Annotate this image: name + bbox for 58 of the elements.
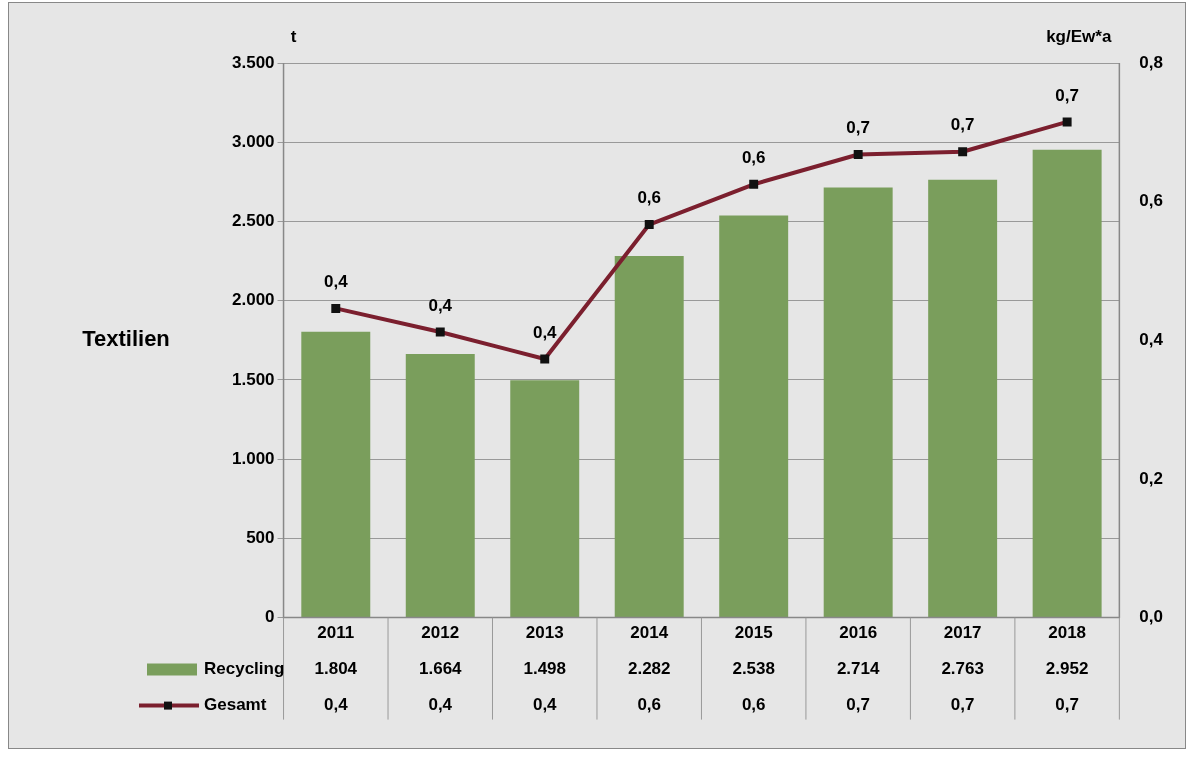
- x-tick-label: 2011: [317, 623, 355, 643]
- y-tick-label: 2.000: [231, 290, 275, 310]
- x-tick-label: 2016: [839, 623, 878, 643]
- bar: [719, 215, 789, 618]
- text: 0,4: [428, 295, 453, 315]
- text: 0,4: [532, 322, 557, 342]
- y-tick-label: 1.500: [231, 369, 275, 389]
- x-tick-label: 2015: [734, 623, 773, 643]
- y-tick-label: 3.500: [231, 52, 275, 72]
- text: 0,6: [637, 188, 662, 208]
- y2-tick-label: 0,2: [1139, 468, 1164, 488]
- data-label: 2.282: [627, 659, 671, 679]
- data-label: 2.763: [941, 659, 984, 679]
- x-tick-label: 2014: [630, 623, 669, 643]
- y2-axis-title: kg/Ew*a: [1046, 26, 1112, 46]
- y2-tick-label: 0,4: [1139, 329, 1164, 349]
- bar: [614, 256, 684, 618]
- bar: [405, 353, 475, 618]
- bar: [510, 380, 580, 618]
- data-label: 0,6: [637, 695, 662, 715]
- y-tick-label: 2.500: [231, 211, 275, 231]
- y2-tick-label: 0,6: [1139, 191, 1164, 211]
- data-label: 2.952: [1045, 659, 1089, 679]
- text: 0,4: [323, 272, 348, 292]
- x-tick-label: 2018: [1048, 623, 1087, 643]
- data-label: 0,4: [532, 695, 558, 715]
- data-label: 1.804: [314, 659, 358, 679]
- y2-tick-label: 0,0: [1139, 607, 1164, 627]
- y-tick-label: 500: [246, 528, 275, 548]
- data-label: 1.664: [418, 659, 463, 679]
- text: Textilien: [82, 326, 170, 352]
- text: 0,7: [1055, 85, 1079, 105]
- data-label: 1.498: [523, 659, 567, 679]
- text: 0,6: [741, 148, 766, 168]
- bar: [823, 187, 893, 618]
- y-axis-title: t: [290, 26, 297, 46]
- x-tick-label: 2013: [525, 623, 564, 643]
- x-tick-label: 2012: [421, 623, 460, 643]
- legend-label: Gesamt: [204, 695, 267, 715]
- y-tick-label: 0: [265, 607, 275, 627]
- text: 0,7: [950, 115, 975, 135]
- y-tick-label: 1.000: [231, 448, 275, 468]
- data-label: 0,7: [846, 695, 870, 715]
- y2-tick-label: 0,8: [1139, 52, 1164, 72]
- x-tick-label: 2017: [943, 623, 982, 643]
- data-label: 2.714: [836, 659, 880, 679]
- bar: [1032, 149, 1102, 618]
- bar: [301, 331, 371, 618]
- data-label: 0,4: [428, 695, 453, 715]
- bar: [928, 179, 998, 618]
- text: 0,7: [846, 118, 870, 138]
- data-label: 0,7: [1055, 695, 1079, 715]
- y-tick-label: 3.000: [231, 131, 275, 151]
- data-label: 0,7: [950, 695, 975, 715]
- data-label: 0,6: [741, 695, 766, 715]
- legend-label: Recycling: [204, 659, 285, 679]
- data-label: 0,4: [323, 695, 349, 715]
- data-label: 2.538: [732, 659, 775, 679]
